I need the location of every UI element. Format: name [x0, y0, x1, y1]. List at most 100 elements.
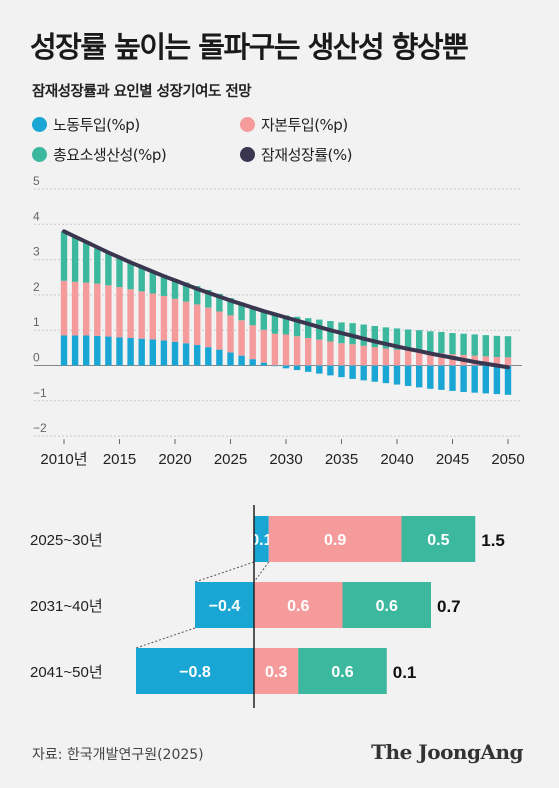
bar-capital	[482, 356, 489, 366]
y-tick-label: 1	[33, 315, 40, 329]
bar-tfp	[427, 331, 434, 353]
category-label: 2041~50년	[30, 664, 103, 681]
legend-item-tfp: 총요소생산성(%p)	[32, 144, 167, 165]
bar-tfp	[393, 328, 401, 350]
bar-labor	[282, 365, 290, 369]
bar-capital	[71, 281, 79, 336]
bar-tfp	[293, 316, 301, 337]
bar-capital	[116, 287, 123, 338]
bar-tfp	[149, 270, 156, 294]
data-label: −0.4	[209, 598, 241, 615]
x-tick-label: 2035	[325, 451, 358, 468]
legend-label-capital: 자본투입(%p)	[261, 116, 348, 134]
bar-labor	[482, 365, 489, 394]
bar-tfp	[105, 252, 112, 286]
bar-tfp	[216, 293, 223, 312]
data-label: 0.6	[376, 598, 398, 615]
bar-capital	[349, 344, 356, 366]
bar-labor	[138, 338, 145, 366]
line-potential-growth	[62, 229, 510, 370]
data-label: 0.6	[287, 598, 309, 615]
bar-labor	[305, 365, 312, 372]
x-tick-label: 2050	[491, 451, 524, 468]
bar-tfp	[260, 311, 267, 330]
bar-capital	[105, 285, 112, 337]
bar-tfp	[482, 335, 489, 357]
bar-tfp	[182, 282, 190, 302]
bar-capital	[327, 341, 334, 366]
bar-capital	[182, 301, 190, 344]
connector-line	[194, 561, 255, 583]
bar-labor	[427, 365, 434, 389]
bar-labor	[71, 335, 79, 366]
bar-tfp	[227, 298, 234, 316]
bar-labor	[160, 340, 168, 366]
bar-labor	[471, 365, 478, 393]
x-tick-label: 2010년	[40, 451, 87, 468]
bar-tfp	[438, 331, 445, 354]
bar-tfp	[238, 302, 245, 321]
bar-labor	[83, 335, 90, 366]
bar-tfp	[94, 248, 101, 284]
bar-labor	[171, 341, 179, 366]
legend-swatch-tfp	[32, 147, 47, 162]
bar-capital	[305, 337, 312, 366]
bar-tfp	[160, 274, 168, 296]
bar-tfp	[404, 329, 412, 351]
bar-labor	[116, 337, 123, 366]
legend-label-labor: 노동투입(%p)	[53, 116, 140, 134]
bar-tfp	[382, 327, 390, 349]
bar-labor	[460, 365, 467, 392]
bar-tfp	[116, 257, 123, 288]
data-label: 0.9	[324, 532, 346, 549]
bar-tfp	[282, 315, 290, 335]
bar-labor	[238, 355, 245, 366]
bar-capital	[316, 339, 323, 366]
bar-capital	[138, 291, 145, 339]
publisher-logo: The JoongAng	[371, 740, 523, 764]
y-tick-label: 5	[33, 174, 40, 188]
bar-capital	[160, 295, 168, 341]
bar-tfp	[360, 324, 367, 346]
bar-tfp	[371, 325, 378, 348]
bar-labor	[371, 365, 378, 382]
chart-subtitle: 잠재성장률과 요인별 성장기여도 전망	[32, 84, 252, 100]
bar-labor	[338, 365, 345, 378]
bar-capital	[94, 283, 101, 336]
connector-line	[135, 627, 196, 649]
bar-capital	[382, 348, 390, 366]
bar-capital	[83, 282, 90, 336]
total-label: 1.5	[481, 531, 505, 550]
bar-labor	[249, 359, 256, 366]
bar-labor	[182, 343, 190, 366]
hbar-capital	[268, 516, 402, 562]
y-tick-label: 4	[33, 209, 40, 223]
bar-tfp	[71, 237, 79, 282]
bar-capital	[171, 298, 179, 342]
bar-tfp	[171, 279, 179, 299]
bar-capital	[216, 311, 223, 350]
data-label: 0.3	[265, 664, 287, 681]
bar-tfp	[138, 266, 145, 292]
hbar-tfp	[342, 582, 431, 628]
legend-swatch-labor	[32, 117, 47, 132]
bar-capital	[282, 334, 290, 366]
hbar-labor	[195, 582, 254, 628]
bar-labor	[504, 365, 512, 395]
bar-tfp	[249, 307, 256, 326]
bar-capital	[404, 350, 412, 366]
source-note: 자료: 한국개발연구원(2025)	[32, 747, 204, 763]
bar-labor	[271, 365, 279, 367]
bar-tfp	[305, 318, 312, 338]
bar-labor	[216, 349, 223, 366]
bar-capital	[249, 325, 256, 360]
bar-labor	[149, 339, 156, 366]
x-tick-label: 2040	[380, 451, 413, 468]
bar-labor	[327, 365, 334, 376]
hbar-labor	[254, 516, 269, 562]
bar-tfp	[271, 315, 279, 334]
bar-tfp	[493, 335, 501, 358]
y-tick-label: 2	[33, 280, 40, 294]
chart-title: 성장률 높이는 돌파구는 생산성 향상뿐	[30, 30, 469, 64]
